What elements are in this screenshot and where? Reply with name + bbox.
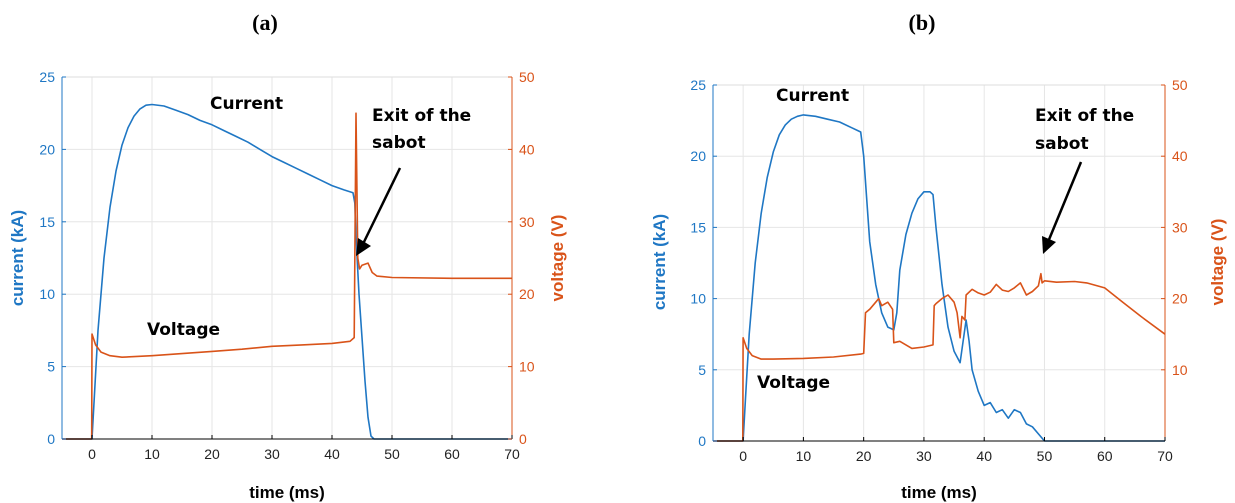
annotation-exit-line1: Exit of the — [372, 106, 471, 126]
y-right-tick-label: 30 — [1172, 219, 1188, 235]
annotation-arrow-shaft — [360, 167, 402, 247]
y-right-tick-label: 20 — [519, 286, 535, 302]
y-left-tick-label: 20 — [39, 141, 55, 157]
panel-label-b: (b) — [909, 10, 936, 35]
series-group — [62, 103, 512, 440]
y-axis-right-label: voltage (V) — [548, 215, 567, 302]
annotation-exit-line2: sabot — [372, 133, 426, 153]
annotation-voltage: Voltage — [757, 373, 830, 393]
y-axis-right-label: voltage (V) — [1208, 219, 1227, 306]
x-tick-label: 20 — [856, 448, 872, 464]
annotation-exit-line2: sabot — [1035, 134, 1089, 154]
x-tick-label: 40 — [324, 446, 340, 462]
panel-label-a: (a) — [252, 10, 278, 35]
y-right-tick-label: 20 — [1172, 291, 1188, 307]
x-tick-label: 0 — [88, 446, 96, 462]
series-line-voltage — [62, 112, 512, 440]
x-tick-label: 40 — [976, 448, 992, 464]
x-tick-label: 50 — [384, 446, 400, 462]
y-right-tick-label: 10 — [1172, 362, 1188, 378]
x-tick-label: 20 — [204, 446, 220, 462]
x-tick-label: 60 — [1097, 448, 1113, 464]
x-tick-label: 70 — [504, 446, 520, 462]
y-left-tick-label: 10 — [690, 291, 706, 307]
y-left-tick-label: 25 — [39, 69, 55, 85]
annotation-current: Current — [776, 86, 849, 106]
x-tick-label: 50 — [1037, 448, 1053, 464]
x-axis-label: time (ms) — [249, 483, 325, 502]
series-line-current — [713, 114, 1165, 442]
y-right-tick-label: 10 — [519, 359, 535, 375]
x-tick-label: 10 — [796, 448, 812, 464]
y-right-tick-label: 0 — [519, 431, 527, 447]
x-tick-label: 10 — [144, 446, 160, 462]
y-left-tick-label: 15 — [690, 219, 706, 235]
chart-b: 0 10 20 30 40 50 60 70 0 5 10 15 20 25 10 20 30 40 50 time… — [650, 77, 1227, 502]
y-left-tick-label: 25 — [690, 77, 706, 93]
y-left-tick-label: 5 — [47, 359, 55, 375]
x-tick-label: 30 — [264, 446, 280, 462]
x-tick-label: 70 — [1157, 448, 1173, 464]
y-left-tick-label: 20 — [690, 148, 706, 164]
annotation-current: Current — [210, 94, 283, 114]
x-tick-label: 60 — [444, 446, 460, 462]
series-line-current — [62, 103, 512, 440]
annotation-exit-line1: Exit of the — [1035, 106, 1134, 126]
y-right-tick-label: 50 — [519, 69, 535, 85]
axes — [61, 76, 513, 440]
y-right-tick-label: 40 — [519, 141, 535, 157]
x-axis-label: time (ms) — [901, 483, 977, 502]
y-left-tick-label: 15 — [39, 214, 55, 230]
y-left-tick-label: 10 — [39, 286, 55, 302]
y-right-tick-label: 50 — [1172, 77, 1188, 93]
axes — [712, 84, 1166, 442]
series-line-voltage — [713, 272, 1166, 442]
y-right-tick-label: 30 — [519, 214, 535, 230]
y-axis-left-label: current (kA) — [8, 210, 27, 306]
tick-labels: 0 10 20 30 40 50 60 70 0 5 10 15 20 25 10 20 30 40 50 — [690, 77, 1187, 464]
y-left-tick-label: 5 — [698, 362, 706, 378]
annotation-arrow-head — [356, 238, 371, 256]
annotation-arrow-shaft — [1046, 161, 1083, 243]
y-left-tick-label: 0 — [698, 433, 706, 449]
annotation-voltage: Voltage — [147, 320, 220, 340]
x-tick-label: 0 — [739, 448, 747, 464]
y-right-tick-label: 40 — [1172, 148, 1188, 164]
x-tick-label: 30 — [916, 448, 932, 464]
y-axis-left-label: current (kA) — [650, 214, 669, 310]
series-group — [713, 114, 1166, 442]
plot-area — [62, 77, 512, 439]
annotation-arrow-head — [1042, 236, 1056, 254]
y-left-tick-label: 0 — [47, 431, 55, 447]
